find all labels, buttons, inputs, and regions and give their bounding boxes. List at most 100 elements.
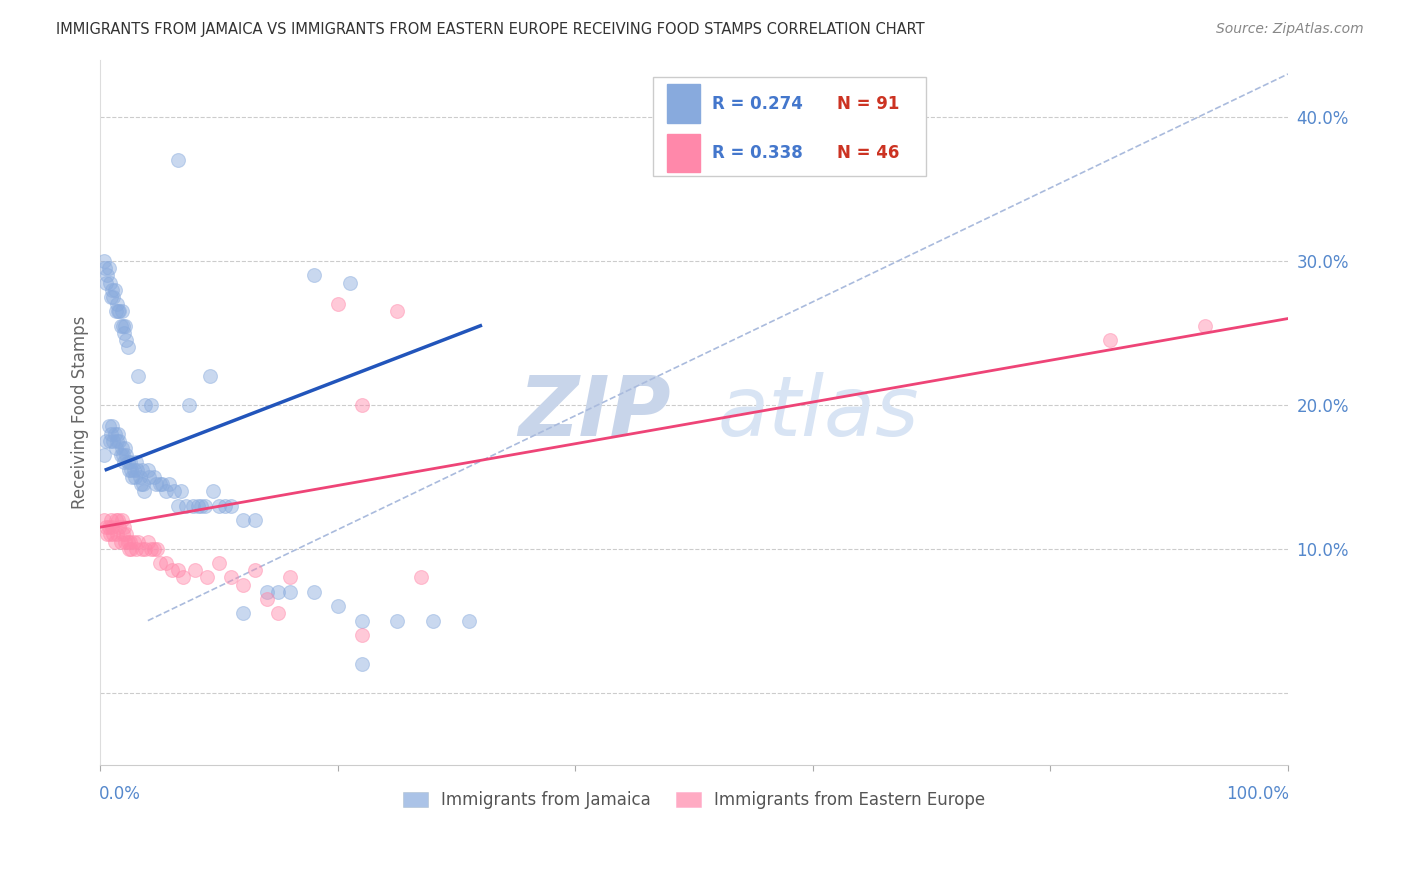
Point: [114, 534, 136, 549]
Point: [97, 261, 120, 276]
Point: [112, 326, 135, 340]
Point: [104, 534, 127, 549]
Point: [1194, 318, 1216, 333]
Point: [107, 304, 129, 318]
Point: [181, 499, 204, 513]
Point: [350, 657, 373, 671]
Text: 0.0%: 0.0%: [100, 785, 141, 803]
FancyBboxPatch shape: [666, 134, 700, 172]
Point: [121, 470, 143, 484]
Point: [118, 534, 141, 549]
Point: [150, 477, 173, 491]
Point: [105, 434, 128, 448]
Point: [136, 534, 159, 549]
Point: [112, 520, 135, 534]
Point: [125, 455, 148, 469]
Point: [350, 628, 373, 642]
Text: Source: ZipAtlas.com: Source: ZipAtlas.com: [1216, 22, 1364, 37]
Point: [111, 318, 134, 333]
Point: [256, 592, 278, 607]
Point: [115, 527, 138, 541]
Text: ZIP: ZIP: [517, 372, 671, 452]
Point: [104, 283, 127, 297]
Point: [280, 585, 302, 599]
Point: [127, 369, 149, 384]
Legend: Immigrants from Jamaica, Immigrants from Eastern Europe: Immigrants from Jamaica, Immigrants from…: [396, 785, 993, 816]
Point: [187, 499, 209, 513]
Point: [129, 477, 152, 491]
Point: [110, 448, 132, 462]
Point: [96, 527, 118, 541]
Point: [122, 534, 145, 549]
Point: [219, 499, 242, 513]
Point: [170, 484, 193, 499]
Point: [111, 441, 134, 455]
Point: [108, 520, 131, 534]
Point: [115, 333, 138, 347]
Point: [146, 541, 169, 556]
Point: [103, 527, 125, 541]
Point: [409, 570, 432, 584]
Point: [166, 499, 188, 513]
Point: [96, 434, 118, 448]
Point: [94, 261, 117, 276]
Point: [115, 448, 138, 462]
Text: R = 0.338: R = 0.338: [711, 144, 803, 162]
Point: [232, 513, 254, 527]
Point: [166, 563, 188, 577]
Point: [110, 318, 132, 333]
Point: [100, 426, 122, 441]
Point: [107, 426, 129, 441]
Text: IMMIGRANTS FROM JAMAICA VS IMMIGRANTS FROM EASTERN EUROPE RECEIVING FOOD STAMPS : IMMIGRANTS FROM JAMAICA VS IMMIGRANTS FR…: [56, 22, 925, 37]
Point: [387, 614, 409, 628]
Point: [120, 541, 142, 556]
Point: [117, 340, 139, 354]
Point: [104, 513, 127, 527]
Point: [100, 513, 122, 527]
Point: [1098, 333, 1121, 347]
Point: [103, 434, 125, 448]
Point: [173, 570, 195, 584]
Point: [350, 614, 373, 628]
Point: [120, 462, 142, 476]
Point: [104, 426, 127, 441]
Point: [267, 607, 290, 621]
Point: [122, 462, 145, 476]
Point: [202, 484, 225, 499]
Point: [243, 513, 266, 527]
Point: [208, 556, 231, 570]
Point: [134, 398, 156, 412]
Point: [93, 513, 115, 527]
Point: [232, 577, 254, 591]
Point: [138, 470, 160, 484]
Text: N = 46: N = 46: [837, 144, 898, 162]
Point: [145, 477, 167, 491]
Point: [114, 318, 136, 333]
Point: [93, 254, 115, 268]
Point: [134, 484, 156, 499]
Point: [149, 477, 172, 491]
Point: [350, 398, 373, 412]
Point: [131, 541, 153, 556]
FancyBboxPatch shape: [652, 78, 925, 176]
Point: [339, 276, 361, 290]
Point: [118, 541, 141, 556]
Point: [101, 520, 124, 534]
Point: [127, 534, 149, 549]
Point: [134, 541, 156, 556]
Point: [111, 448, 134, 462]
Point: [100, 290, 122, 304]
Point: [111, 513, 134, 527]
Point: [117, 455, 139, 469]
Point: [457, 614, 479, 628]
Point: [111, 304, 134, 318]
Point: [157, 477, 180, 491]
Point: [184, 563, 207, 577]
Point: [155, 484, 177, 499]
Point: [132, 477, 155, 491]
Point: [302, 268, 325, 283]
Point: [105, 297, 128, 311]
Point: [160, 563, 183, 577]
Point: [326, 297, 349, 311]
Point: [118, 455, 141, 469]
